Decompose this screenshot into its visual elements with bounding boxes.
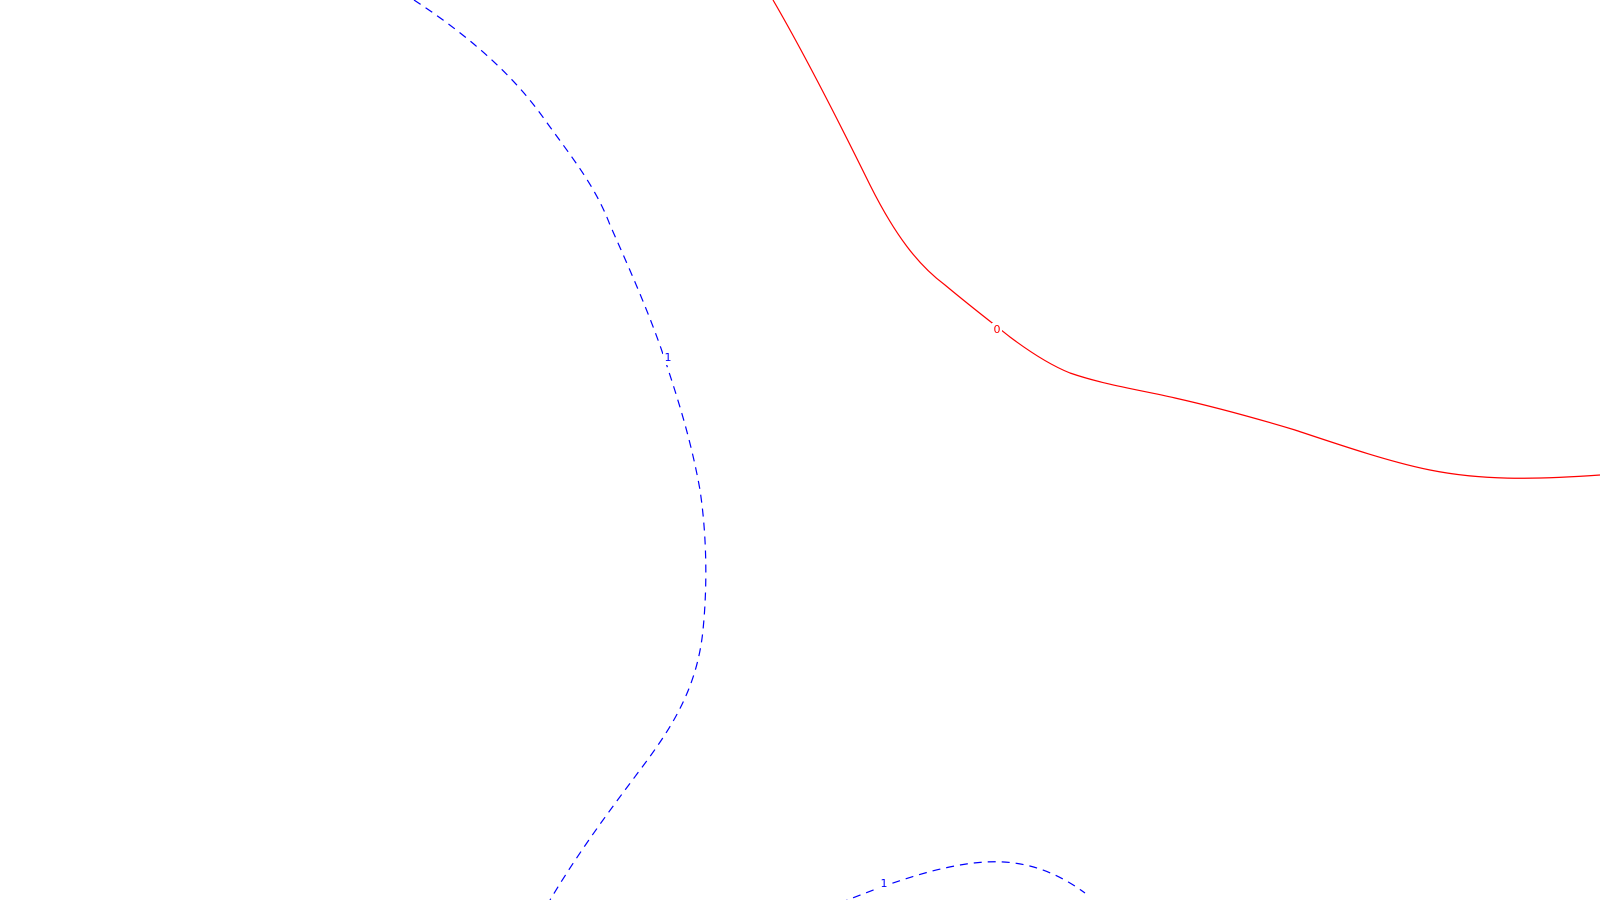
contour-label-level-0-background: [992, 323, 1002, 337]
contour-label-level-0: 0: [994, 323, 1001, 336]
contour-line-level-1-bottom: [845, 861, 1086, 900]
contour-layer: 0 1 1: [413, 0, 1600, 900]
contour-label-level-1-left: 1: [665, 351, 672, 364]
contour-label-level-1-bottom-background: [879, 877, 889, 891]
contour-line-level-1-left: [413, 0, 707, 900]
contour-label-level-1-left-background: [663, 351, 673, 365]
contour-label-level-1-bottom: 1: [881, 877, 888, 890]
contour-line-level-0: [772, 0, 1600, 479]
